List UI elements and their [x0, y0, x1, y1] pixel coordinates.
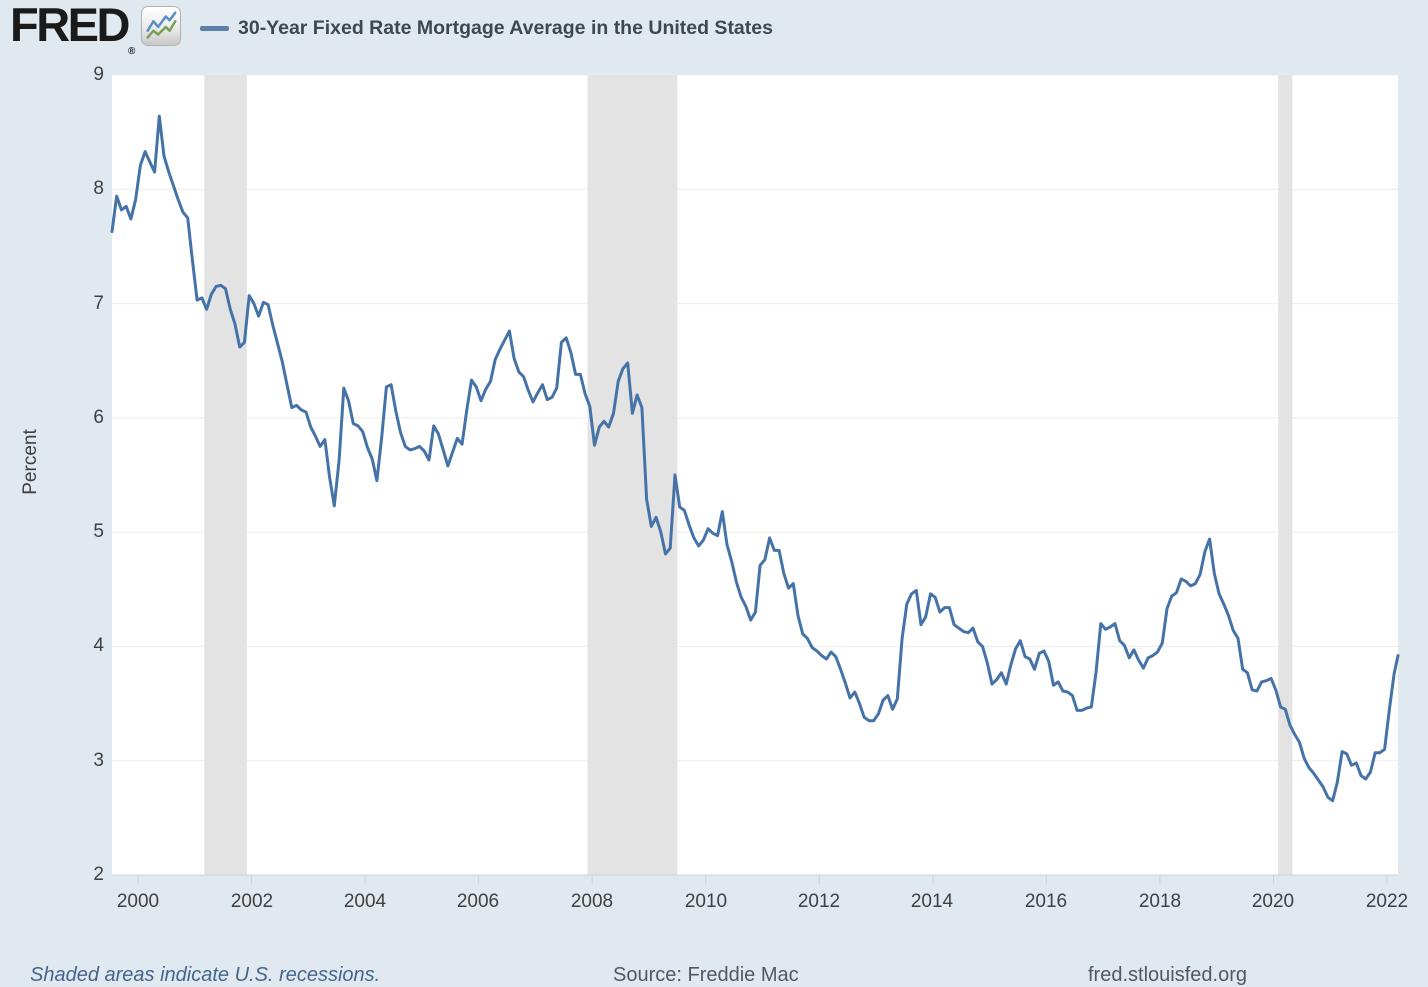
recession-band [1278, 75, 1293, 875]
y-tick-label: 9 [93, 64, 104, 85]
recessions-note-link[interactable]: Shaded areas indicate U.S. recessions. [30, 964, 381, 986]
registered-trademark: ® [127, 46, 136, 57]
x-tick-label: 2006 [456, 891, 500, 912]
plot-area [112, 75, 1398, 875]
x-tick-label: 2010 [684, 891, 728, 912]
y-tick-label: 2 [93, 864, 104, 885]
x-tick-label: 2020 [1251, 891, 1295, 912]
series-legend-dash [200, 26, 229, 31]
chart-canvas [110, 74, 1400, 884]
x-tick-label: 2022 [1365, 891, 1409, 912]
x-tick-label: 2000 [116, 891, 160, 912]
recession-band [204, 75, 247, 875]
x-tick-label: 2008 [570, 891, 614, 912]
y-tick-label: 3 [93, 750, 104, 771]
recession-band [587, 75, 678, 875]
x-tick-label: 2012 [797, 891, 841, 912]
x-tick-label: 2014 [910, 891, 954, 912]
line-chart-icon [146, 11, 177, 39]
fred-sparkline-icon [141, 6, 181, 46]
y-tick-label: 5 [93, 521, 104, 542]
y-tick-label: 4 [93, 635, 104, 656]
y-axis-title: Percent [20, 429, 41, 495]
x-tick-label: 2016 [1024, 891, 1068, 912]
fred-site-link[interactable]: fred.stlouisfed.org [1088, 964, 1247, 986]
fred-logo: FRED® [10, 0, 135, 62]
fred-logo-text: FRED [10, 0, 130, 51]
x-tick-label: 2018 [1138, 891, 1182, 912]
x-tick-label: 2002 [230, 891, 274, 912]
mortgage-rate-series-line [110, 114, 1400, 803]
y-tick-label: 6 [93, 407, 104, 428]
y-tick-label: 7 [93, 293, 104, 314]
series-title: 30-Year Fixed Rate Mortgage Average in t… [238, 17, 773, 39]
y-tick-label: 8 [93, 178, 104, 199]
source-text: Source: Freddie Mac [613, 964, 799, 986]
x-tick-label: 2004 [343, 891, 387, 912]
